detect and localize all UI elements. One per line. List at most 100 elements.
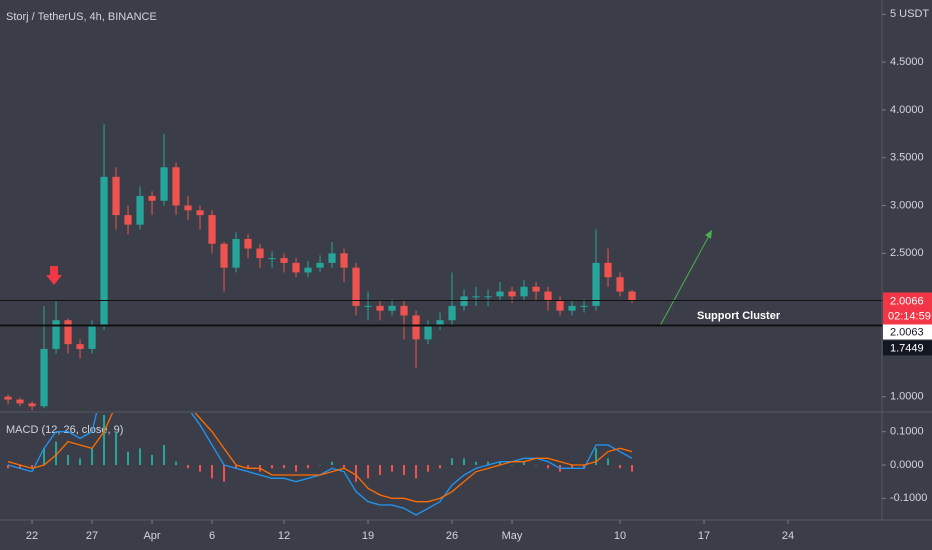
macd-histogram [307, 465, 310, 469]
macd-histogram [535, 465, 538, 466]
macd-histogram [439, 465, 442, 469]
chart-title: Storj / TetherUS, 4h, BINANCE [6, 11, 157, 23]
candle-body [352, 267, 360, 306]
macd-histogram [511, 465, 514, 466]
candle-body [388, 305, 396, 311]
signal-line [7, 413, 633, 503]
macd-histogram [319, 465, 322, 466]
x-tick-label: 22 [26, 530, 38, 542]
candle-body [64, 320, 72, 345]
candle-body [40, 348, 48, 407]
macd-histogram [331, 461, 334, 465]
macd-histogram [235, 465, 238, 469]
y-tick-label: 3.5000 [890, 152, 924, 164]
candle-body [592, 262, 600, 306]
candle-body [52, 320, 60, 349]
macd-histogram [175, 461, 178, 465]
candle-body [148, 195, 156, 201]
candle-body [256, 248, 264, 259]
macd-histogram [55, 441, 58, 465]
candle-body [232, 238, 240, 268]
macd-histogram [403, 465, 406, 475]
candle-body [88, 325, 96, 349]
macd-histogram [343, 465, 346, 469]
candle-body [616, 277, 624, 292]
annotation: Support Cluster [697, 310, 781, 322]
macd-histogram [427, 465, 430, 472]
candle-body [160, 167, 168, 201]
candle-body [544, 291, 552, 302]
candle-body [304, 267, 312, 273]
x-tick-label: May [502, 530, 523, 542]
macd-histogram [139, 448, 142, 465]
macd-histogram [571, 465, 574, 469]
x-tick-label: 26 [446, 530, 458, 542]
candle-body [412, 315, 420, 340]
macd-histogram [391, 465, 394, 472]
y-tick-label: 0.1000 [890, 426, 924, 438]
macd-histogram [367, 465, 370, 479]
candle-body [172, 167, 180, 206]
candle-body [16, 399, 24, 404]
candle-body [280, 258, 288, 263]
macd-histogram [607, 458, 610, 465]
y-tick-label: 5 USDT [890, 8, 929, 20]
macd-histogram [487, 461, 490, 465]
candle-body [532, 286, 540, 292]
macd-histogram [523, 461, 526, 465]
macd-histogram [151, 455, 154, 465]
y-tick-label: 1.0000 [890, 391, 924, 403]
macd-histogram [163, 445, 166, 465]
y-tick-label: 3.0000 [890, 199, 924, 211]
macd-histogram [19, 465, 22, 469]
y-tick-label: 4.0000 [890, 104, 924, 116]
last-price-label: 2.0066 [890, 295, 924, 307]
candle-body [436, 320, 444, 326]
green-arrow-head [705, 230, 712, 239]
level-box [883, 324, 932, 340]
macd-histogram [31, 465, 34, 469]
macd-histogram [91, 448, 94, 465]
green-arrow [659, 233, 711, 327]
level-label: 1.7449 [890, 342, 924, 354]
macd-histogram [295, 465, 298, 472]
macd-histogram [595, 448, 598, 465]
candle-body [628, 291, 636, 301]
red-arrow [46, 266, 62, 285]
candle-body [76, 344, 84, 349]
candle-body [604, 262, 612, 278]
macd-title: MACD (12, 26, close, 9) [6, 424, 123, 436]
candle-body [100, 176, 108, 326]
macd-histogram [283, 465, 286, 469]
candle-body [268, 258, 276, 260]
candle-body [424, 325, 432, 340]
macd-histogram [463, 458, 466, 465]
macd-histogram [271, 465, 274, 469]
y-tick-label: 2.5000 [890, 247, 924, 259]
candle-body [220, 243, 228, 268]
macd-histogram [211, 465, 214, 479]
candle-body [4, 396, 12, 400]
candle-body [136, 195, 144, 225]
candle-body [244, 238, 252, 249]
macd-histogram [7, 465, 10, 469]
candle-body [400, 305, 408, 316]
level-label: 2.0063 [890, 326, 924, 338]
candle-body [484, 296, 492, 298]
countdown-label: 02:14:59 [888, 310, 931, 322]
candle-body [556, 301, 564, 311]
y-tick-label: 4.5000 [890, 56, 924, 68]
x-tick-label: 12 [278, 530, 290, 542]
macd-histogram [67, 455, 70, 465]
candle-body [112, 176, 120, 216]
candle-body [340, 253, 348, 268]
x-tick-label: 27 [86, 530, 98, 542]
candle-body [520, 286, 528, 297]
macd-histogram [115, 431, 118, 465]
macd-histogram [547, 465, 550, 469]
candle-body [508, 291, 516, 297]
x-tick-label: 17 [698, 530, 710, 542]
x-tick-label: 6 [209, 530, 215, 542]
